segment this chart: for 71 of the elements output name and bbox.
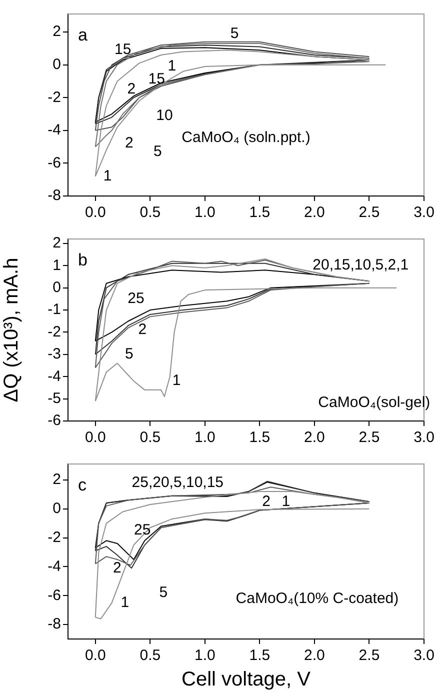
y-tick-label: 2 [52,471,61,488]
y-tick-label: -2 [48,528,61,546]
annotation: 1 [282,492,290,510]
annotation: 10 [156,106,173,124]
annotation: 2 [125,134,134,152]
annotation: 5 [154,142,162,160]
y-tick-label: -2 [48,88,61,106]
x-tick-label: 0.0 [84,429,106,446]
annotation: 5 [230,24,239,42]
annotation: 1 [103,167,112,184]
y-tick-label: 2 [52,234,61,252]
annotation: 15 [148,70,165,88]
text: c [78,476,87,495]
annotation: 2 [127,80,136,98]
y-tick-label: -4 [48,122,61,139]
y-tick-label: -8 [48,187,61,204]
text: a [78,26,88,45]
x-tick-label: 0.5 [140,204,161,222]
y-tick-label: -6 [48,586,61,604]
y-tick-label: -6 [48,154,61,172]
x-tick-label: 1.5 [249,429,270,446]
annotation: 25,20,5,10,15 [132,474,224,491]
annotation: CaMoO₄ (soln.ppt.) [182,128,310,146]
x-tick-label: 0.5 [140,647,161,664]
x-tick-label: 1.5 [249,204,270,222]
annotation: 5 [159,584,168,601]
x-tick-label: 1.0 [194,429,216,446]
x-tick-label: 2.5 [358,204,380,222]
y-tick-label: -2 [48,323,61,340]
annotation: 1 [172,372,181,390]
x-tick-label: 0.0 [84,647,106,664]
y-tick-label: -1 [48,301,61,318]
y-tick-label: 0 [52,500,61,517]
x-tick-label: 1.0 [194,647,216,664]
x-tick-label: 3.0 [414,429,434,446]
y-tick-label: -4 [48,368,61,385]
annotation: 2 [138,321,147,338]
x-tick-label: 2.5 [358,647,380,664]
annotation: 25 [134,522,151,539]
x-axis-title: Cell voltage, V [182,668,312,691]
annotation: 2 [262,492,270,510]
y-tick-label: -5 [48,390,61,407]
y-tick-label: -4 [48,558,61,575]
x-tick-label: 1.0 [194,204,216,222]
y-tick-label: 2 [52,23,61,40]
x-tick-label: 3.0 [414,647,434,664]
y-tick-label: 0 [52,278,61,296]
y-tick-label: 1 [52,256,61,274]
x-tick-label: 3.0 [414,204,434,222]
x-tick-label: 2.5 [358,429,380,446]
annotation: CaMoO₄(sol-gel) [318,394,430,411]
y-axis-title: ΔQ (x10³), mA.h [0,258,23,402]
x-tick-label: 1.5 [249,647,270,664]
annotation: 1 [120,594,130,611]
x-tick-label: 2.0 [304,429,325,446]
annotation: 5 [125,346,134,363]
annotation: 1 [168,58,176,75]
y-tick-label: -8 [48,616,61,633]
annotation: 2 [112,559,122,576]
x-tick-label: 0.0 [84,204,106,222]
annotation: 20,15,10,5,2,1 [312,256,409,274]
x-tick-label: 2.0 [304,204,325,222]
text: b [78,250,88,270]
annotation: 25 [128,290,144,308]
y-tick-label: -6 [48,412,61,430]
x-tick-label: 2.0 [304,647,325,664]
y-tick-label: 0 [52,56,61,73]
y-tick-label: -3 [48,346,61,363]
annotation: CaMoO₄(10% C-coated) [236,590,399,607]
annotation: 15 [114,41,132,58]
x-tick-label: 0.5 [140,429,161,446]
